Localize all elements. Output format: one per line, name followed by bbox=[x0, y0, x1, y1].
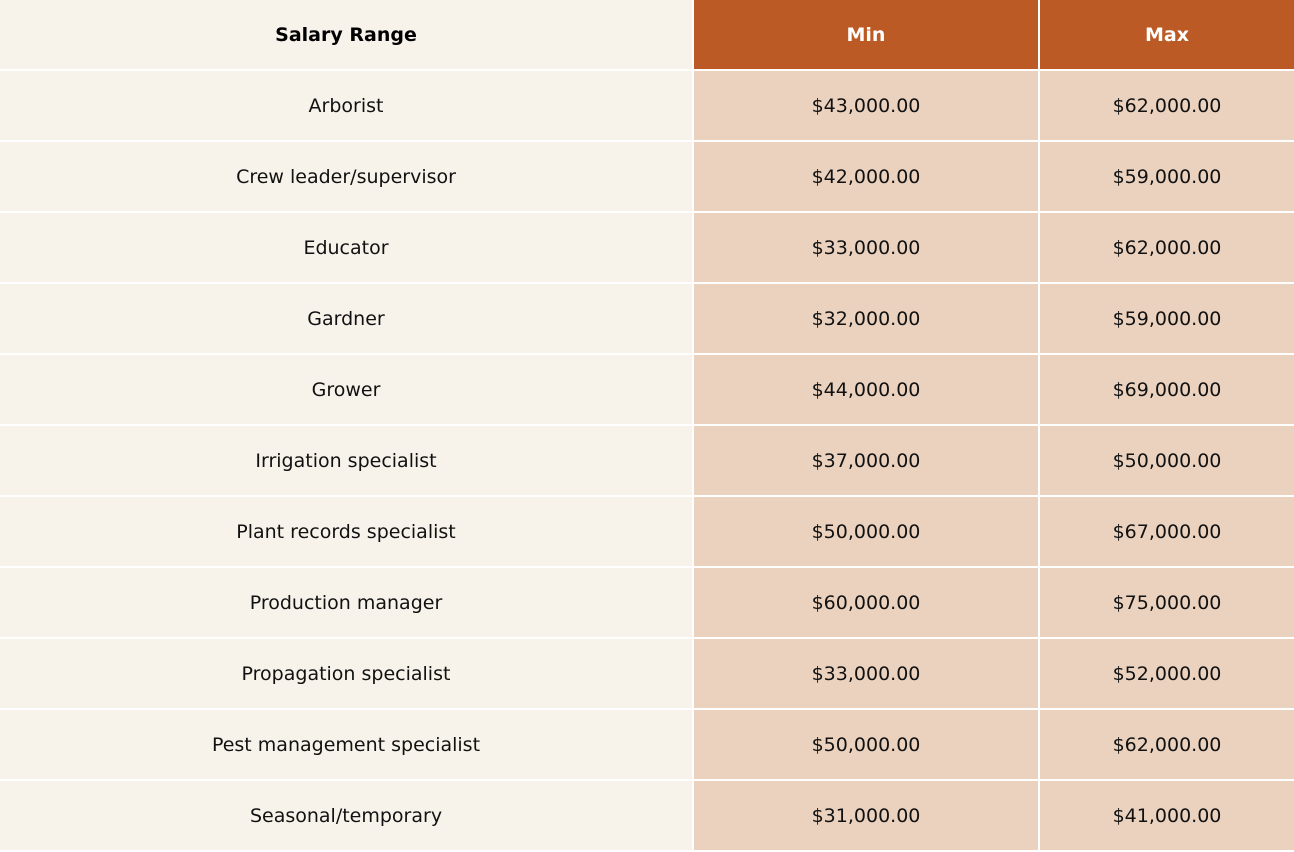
cell-role: Arborist bbox=[0, 71, 694, 142]
cell-max: $62,000.00 bbox=[1040, 213, 1294, 284]
table-row: Grower $44,000.00 $69,000.00 bbox=[0, 355, 1294, 426]
table-row: Arborist $43,000.00 $62,000.00 bbox=[0, 71, 1294, 142]
header-salary-range: Salary Range bbox=[0, 0, 694, 71]
cell-min: $50,000.00 bbox=[694, 497, 1040, 568]
cell-min: $42,000.00 bbox=[694, 142, 1040, 213]
cell-max: $41,000.00 bbox=[1040, 781, 1294, 852]
cell-role: Propagation specialist bbox=[0, 639, 694, 710]
cell-max: $75,000.00 bbox=[1040, 568, 1294, 639]
cell-max: $52,000.00 bbox=[1040, 639, 1294, 710]
cell-min: $44,000.00 bbox=[694, 355, 1040, 426]
table-row: Plant records specialist $50,000.00 $67,00… bbox=[0, 497, 1294, 568]
table-row: Gardner $32,000.00 $59,000.00 bbox=[0, 284, 1294, 355]
cell-min: $43,000.00 bbox=[694, 71, 1040, 142]
cell-role: Grower bbox=[0, 355, 694, 426]
cell-min: $31,000.00 bbox=[694, 781, 1040, 852]
header-min: Min bbox=[694, 0, 1040, 71]
cell-max: $62,000.00 bbox=[1040, 71, 1294, 142]
cell-min: $32,000.00 bbox=[694, 284, 1040, 355]
cell-max: $59,000.00 bbox=[1040, 284, 1294, 355]
cell-min: $33,000.00 bbox=[694, 639, 1040, 710]
cell-role: Crew leader/supervisor bbox=[0, 142, 694, 213]
cell-role: Production manager bbox=[0, 568, 694, 639]
table-row: Crew leader/supervisor $42,000.00 $59,000.… bbox=[0, 142, 1294, 213]
cell-role: Gardner bbox=[0, 284, 694, 355]
cell-role: Seasonal/temporary bbox=[0, 781, 694, 852]
table-row: Educator $33,000.00 $62,000.00 bbox=[0, 213, 1294, 284]
cell-role: Irrigation specialist bbox=[0, 426, 694, 497]
table-row: Pest management specialist $50,000.00 $62,… bbox=[0, 710, 1294, 781]
cell-max: $62,000.00 bbox=[1040, 710, 1294, 781]
header-row: Salary Range Min Max bbox=[0, 0, 1294, 71]
cell-max: $67,000.00 bbox=[1040, 497, 1294, 568]
cell-min: $60,000.00 bbox=[694, 568, 1040, 639]
table-row: Production manager $60,000.00 $75,000.00 bbox=[0, 568, 1294, 639]
cell-max: $69,000.00 bbox=[1040, 355, 1294, 426]
cell-min: $33,000.00 bbox=[694, 213, 1040, 284]
cell-role: Educator bbox=[0, 213, 694, 284]
cell-min: $37,000.00 bbox=[694, 426, 1040, 497]
cell-max: $59,000.00 bbox=[1040, 142, 1294, 213]
table-row: Propagation specialist $33,000.00 $52,000.… bbox=[0, 639, 1294, 710]
cell-role: Pest management specialist bbox=[0, 710, 694, 781]
cell-role: Plant records specialist bbox=[0, 497, 694, 568]
table-row: Irrigation specialist $37,000.00 $50,000.0… bbox=[0, 426, 1294, 497]
cell-max: $50,000.00 bbox=[1040, 426, 1294, 497]
header-max: Max bbox=[1040, 0, 1294, 71]
table-row: Seasonal/temporary $31,000.00 $41,000.00 bbox=[0, 781, 1294, 852]
cell-min: $50,000.00 bbox=[694, 710, 1040, 781]
